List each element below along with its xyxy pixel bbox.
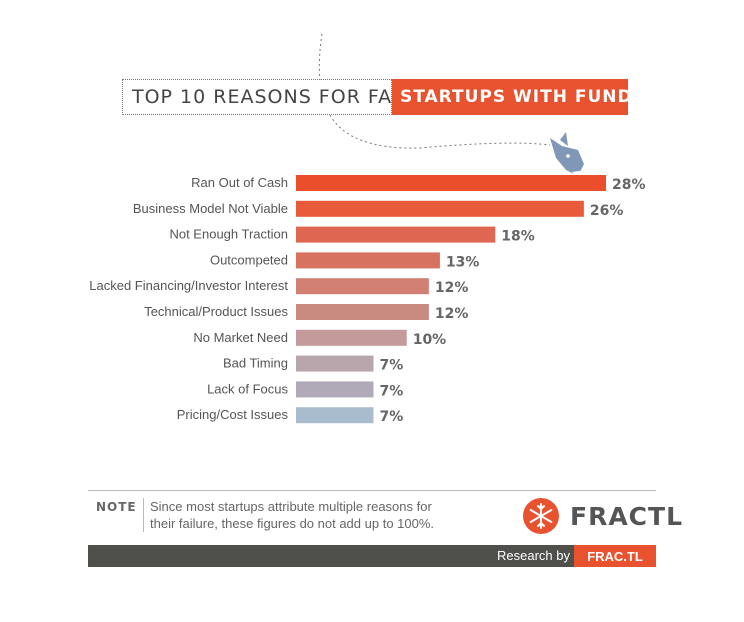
category-label: Not Enough Traction: [169, 227, 288, 242]
chart-title: TOP 10 REASONS FOR FAILURE:: [122, 79, 458, 115]
bar: [296, 175, 606, 191]
footer-research-label: Research by: [497, 548, 570, 563]
chart-title-part2: STARTUPS WITH FUNDING: [400, 87, 671, 107]
bar: [296, 329, 407, 346]
snowflake-logo-icon: [523, 498, 559, 534]
note-text: Since most startups attribute multiple r…: [143, 498, 450, 532]
category-label: Outcompeted: [210, 252, 288, 267]
value-label: 18%: [501, 229, 535, 245]
value-label: 7%: [380, 383, 404, 399]
bar: [296, 226, 496, 243]
value-label: 26%: [590, 203, 624, 219]
bar: [296, 407, 374, 424]
value-label: 12%: [435, 306, 469, 322]
fractl-logo: FRACTL: [522, 497, 683, 535]
footer-brand-link[interactable]: FRAC.TL: [574, 545, 656, 567]
bar: [296, 355, 374, 372]
value-label: 7%: [380, 409, 404, 425]
bar: [296, 278, 429, 295]
bar: [296, 381, 374, 398]
category-label: Lack of Focus: [207, 381, 288, 396]
bar: [296, 304, 429, 320]
logo-text: FRACTL: [570, 501, 684, 531]
value-label: 13%: [446, 254, 480, 270]
category-label: No Market Need: [193, 330, 288, 345]
value-label: 28%: [612, 177, 646, 193]
chart-title-part1: TOP 10 REASONS FOR FAILURE:: [132, 86, 459, 108]
bar: [296, 200, 584, 217]
bars-group: Ran Out of Cash 28% Business Model Not Via…: [89, 175, 646, 425]
value-label: 12%: [435, 280, 469, 296]
footer-bar: Research by FRAC.TL: [88, 545, 656, 567]
value-label: 10%: [413, 332, 447, 348]
category-label: Bad Timing: [223, 356, 288, 371]
category-label: Business Model Not Viable: [133, 201, 288, 216]
shark-icon: [550, 132, 586, 180]
bar: [296, 252, 440, 269]
category-label: Ran Out of Cash: [191, 175, 288, 190]
value-label: 7%: [380, 358, 404, 374]
category-label: Technical/Product Issues: [144, 304, 288, 319]
category-label: Pricing/Cost Issues: [177, 407, 289, 422]
dotted-path-line: [318, 33, 323, 81]
note-label: NOTE: [96, 500, 137, 514]
chart-title-highlight: STARTUPS WITH FUNDING: [392, 79, 669, 115]
dotted-path-line: [329, 114, 551, 149]
note-section: NOTE Since most startups attribute multi…: [88, 490, 682, 545]
category-label: Lacked Financing/Investor Interest: [89, 278, 288, 293]
